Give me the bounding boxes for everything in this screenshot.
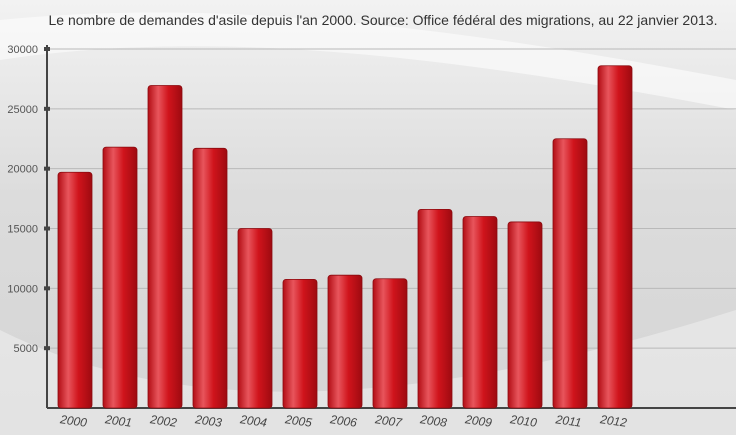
- bar-2006[interactable]: [327, 274, 363, 409]
- y-tick-label: 25000: [7, 104, 38, 116]
- bar-2012[interactable]: [597, 65, 633, 409]
- bar-2008[interactable]: [417, 208, 453, 409]
- x-tick-label: 2000: [58, 412, 88, 430]
- x-tick-label: 2007: [373, 412, 404, 430]
- x-tick-label: 2011: [554, 412, 582, 430]
- bar-2001[interactable]: [102, 146, 138, 409]
- x-tick-label: 2010: [508, 412, 538, 430]
- y-tick-label: 20000: [7, 164, 38, 176]
- y-tick-label: 5000: [14, 343, 38, 355]
- bar-2003[interactable]: [192, 147, 228, 409]
- x-tick-label: 2002: [148, 412, 178, 430]
- bar-2010[interactable]: [507, 221, 543, 409]
- bar-2009[interactable]: [462, 216, 498, 409]
- x-tick-label: 2009: [463, 412, 493, 430]
- y-tick-label: 10000: [7, 283, 38, 295]
- bar-2011[interactable]: [552, 138, 588, 409]
- bar-2007[interactable]: [372, 278, 408, 409]
- y-tick-label: 15000: [7, 224, 38, 236]
- x-tick-label: 2012: [598, 412, 628, 430]
- x-tick-label: 2003: [193, 412, 223, 430]
- x-tick-label: 2006: [328, 412, 358, 430]
- bar-2002[interactable]: [147, 85, 183, 409]
- x-tick-label: 2005: [283, 412, 313, 430]
- bar-2005[interactable]: [282, 278, 318, 409]
- x-tick-label: 2004: [238, 412, 268, 430]
- x-tick-label: 2008: [418, 412, 448, 430]
- bar-2000[interactable]: [57, 171, 93, 409]
- y-tick-label: 30000: [7, 44, 38, 56]
- chart-title: Le nombre de demandes d'asile depuis l'a…: [48, 12, 718, 28]
- x-tick-label: 2001: [103, 412, 132, 430]
- bar-2004[interactable]: [237, 228, 273, 409]
